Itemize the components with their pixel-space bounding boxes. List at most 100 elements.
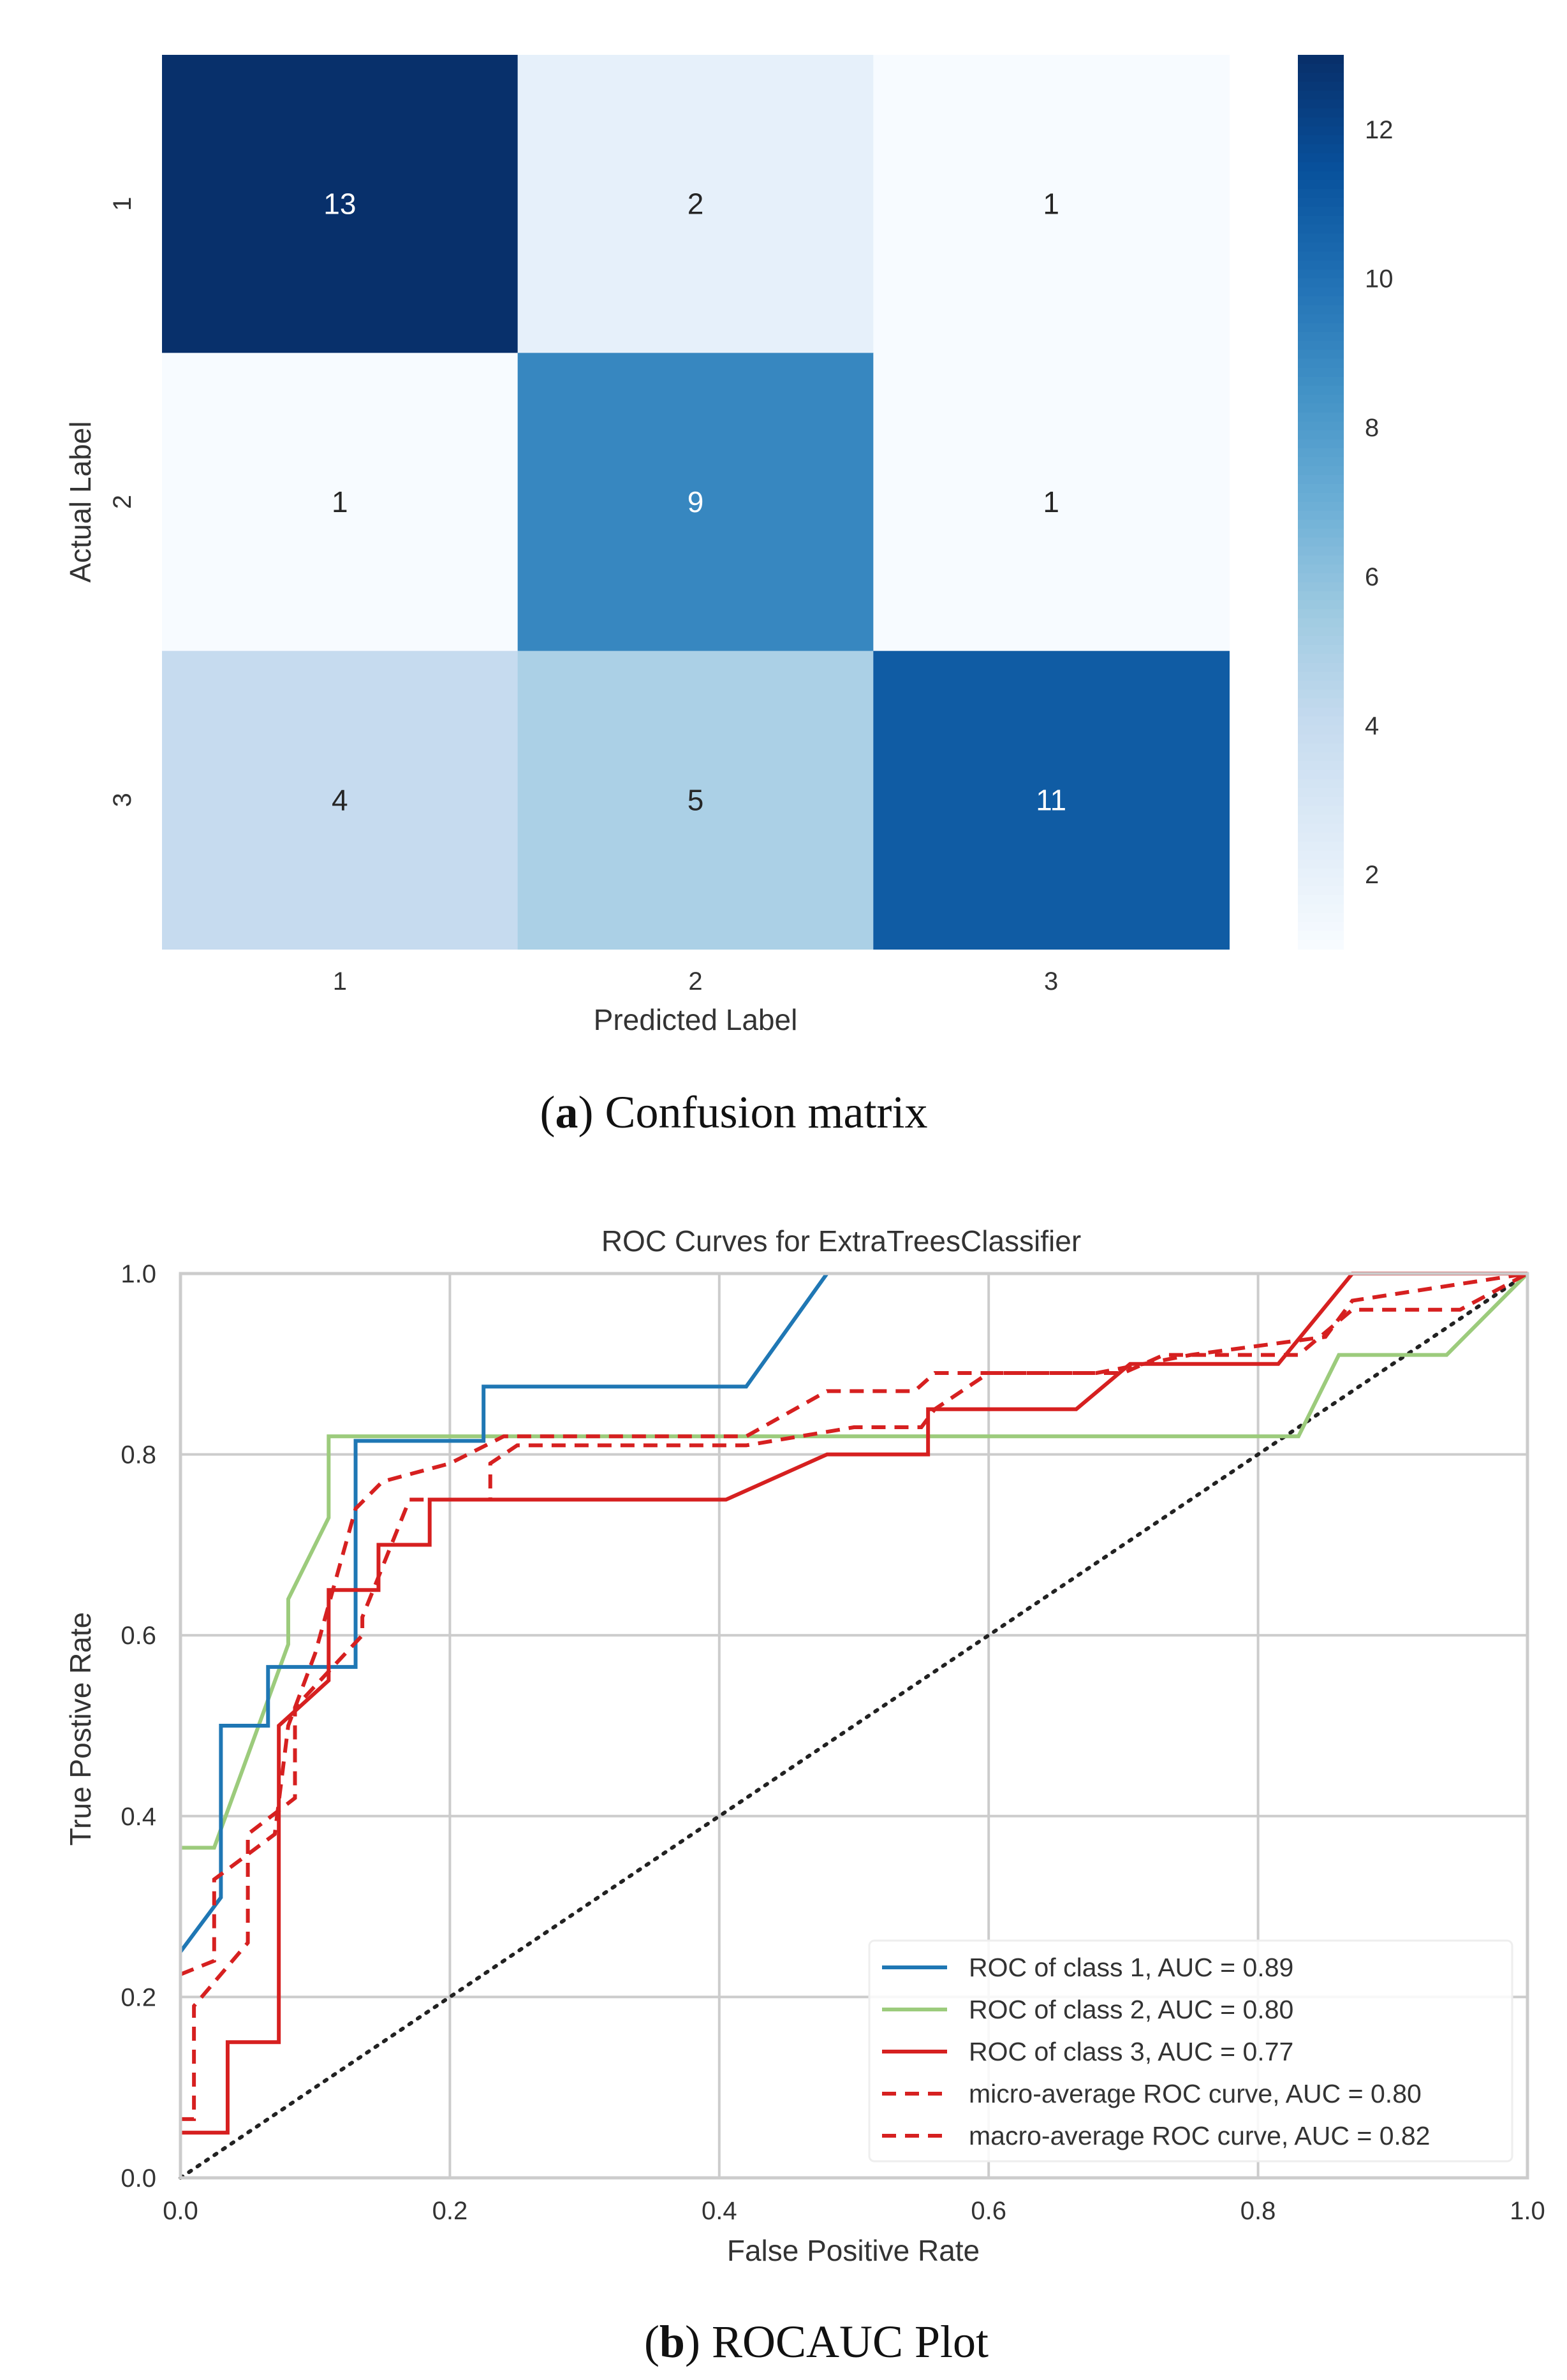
colorbar-segment	[1298, 323, 1344, 333]
colorbar-segment	[1298, 832, 1344, 842]
colorbar-segment	[1298, 349, 1344, 360]
cell-value-label: 5	[688, 783, 704, 816]
x-tick-label: 0.2	[432, 2197, 468, 2225]
cell-value-label: 1	[332, 485, 348, 518]
colorbar-segment	[1298, 314, 1344, 324]
caption-letter: a	[555, 1087, 578, 1138]
cell-value-label: 1	[1043, 187, 1059, 221]
colorbar-segment	[1298, 233, 1344, 244]
colorbar-segment	[1298, 296, 1344, 306]
colorbar-segment	[1298, 376, 1344, 386]
colorbar-segment	[1298, 779, 1344, 789]
roc-series-line-4	[179, 1272, 1528, 1976]
legend-entry-label: macro-average ROC curve, AUC = 0.82	[969, 2121, 1431, 2150]
colorbar-segment	[1298, 242, 1344, 253]
colorbar-tick-label: 4	[1365, 712, 1379, 740]
cell-value-label: 9	[688, 485, 704, 518]
heatmap-cell	[517, 650, 874, 950]
caption-paren: )	[578, 1087, 605, 1138]
colorbar-segment	[1298, 189, 1344, 199]
colorbar-segment	[1298, 823, 1344, 834]
colorbar-segment	[1298, 287, 1344, 297]
colorbar-segment	[1298, 636, 1344, 646]
x-tick-label: 0.0	[163, 2197, 198, 2225]
colorbar-tick-label: 6	[1365, 563, 1379, 591]
y-tick-label: 0.2	[121, 1983, 156, 2011]
y-tick-label: 3	[108, 793, 136, 807]
chart-title: ROC Curves for ExtraTreesClassifier	[601, 1224, 1081, 1258]
colorbar-segment	[1298, 474, 1344, 485]
colorbar-segment	[1298, 216, 1344, 226]
colorbar-segment	[1298, 859, 1344, 869]
caption-paren: )	[685, 2316, 712, 2367]
colorbar-segment	[1298, 135, 1344, 145]
colorbar-segment	[1298, 841, 1344, 851]
colorbar-segment	[1298, 689, 1344, 700]
colorbar-segment	[1298, 251, 1344, 261]
colorbar-segment	[1298, 511, 1344, 521]
caption-paren: (	[540, 1087, 555, 1138]
roc-series-line-0	[179, 1272, 829, 1953]
colorbar-segment	[1298, 600, 1344, 610]
heatmap-cell	[873, 353, 1230, 652]
axes-frame	[179, 1272, 1529, 2180]
caption-letter: b	[659, 2316, 685, 2367]
colorbar-segment	[1298, 725, 1344, 735]
colorbar-segment	[1298, 573, 1344, 584]
colorbar-segment	[1298, 743, 1344, 753]
caption-text: ROCAUC Plot	[712, 2316, 989, 2367]
colorbar-segment	[1298, 752, 1344, 762]
legend-entry-label: ROC of class 1, AUC = 0.89	[969, 1953, 1293, 1982]
colorbar-segment	[1298, 73, 1344, 83]
roc-series-line-1	[180, 1272, 1529, 1850]
colorbar-segment	[1298, 198, 1344, 208]
colorbar-segment	[1298, 305, 1344, 315]
colorbar-segment	[1298, 895, 1344, 905]
colorbar-segment	[1298, 457, 1344, 467]
colorbar-segment	[1298, 547, 1344, 557]
heatmap-cell	[873, 650, 1230, 950]
colorbar-segment	[1298, 99, 1344, 110]
colorbar-segment	[1298, 734, 1344, 744]
roc-panel: 0.00.0 0.2 0.2 0.4 0.4 0.6 0.6 0.8 0.8 1.0 1.0 ROC …	[64, 1224, 1545, 2367]
x-axis-label: False Positive Rate	[727, 2234, 980, 2267]
colorbar-segment	[1298, 582, 1344, 592]
x-tick-label: 3	[1044, 967, 1058, 995]
y-tick-label: 0.6	[121, 1622, 156, 1650]
x-tick-label: 0.6	[971, 2197, 1006, 2225]
y-tick-label: 0.0	[121, 2164, 156, 2193]
colorbar-segment	[1298, 144, 1344, 154]
colorbar-tick-label: 8	[1365, 414, 1379, 442]
y-tick-label: 2	[108, 495, 136, 509]
colorbar-segment	[1298, 805, 1344, 816]
cell-value-label: 4	[332, 783, 348, 816]
colorbar-segment	[1298, 55, 1344, 65]
colorbar-segment	[1298, 260, 1344, 270]
colorbar-segment	[1298, 672, 1344, 682]
roc-series-line-2	[180, 1272, 1527, 2135]
colorbar-segment	[1298, 707, 1344, 717]
colorbar-segment	[1298, 538, 1344, 548]
colorbar-tick-label: 10	[1365, 265, 1394, 293]
colorbar-tick-label: 2	[1365, 861, 1379, 889]
legend-entry-label: ROC of class 2, AUC = 0.80	[969, 1995, 1293, 2024]
x-tick-label: 2	[688, 967, 702, 995]
colorbar-segment	[1298, 698, 1344, 709]
x-tick-label: 0.4	[702, 2197, 737, 2225]
colorbar-segment	[1298, 224, 1344, 235]
colorbar-segment	[1298, 126, 1344, 136]
cell-value-label: 11	[1036, 783, 1066, 816]
cell-value-label: 1	[1043, 485, 1059, 518]
x-tick-label: 1.0	[1510, 2197, 1545, 2225]
colorbar-segment	[1298, 680, 1344, 691]
colorbar-segment	[1298, 421, 1344, 431]
colorbar-segment	[1298, 162, 1344, 172]
cell-value-label: 2	[688, 187, 704, 221]
colorbar-segment	[1298, 788, 1344, 798]
colorbar-segment	[1298, 367, 1344, 378]
colorbar-segment	[1298, 886, 1344, 896]
colorbar-segment	[1298, 466, 1344, 476]
y-axis-label: True Postive Rate	[64, 1612, 97, 1846]
colorbar-segment	[1298, 618, 1344, 628]
